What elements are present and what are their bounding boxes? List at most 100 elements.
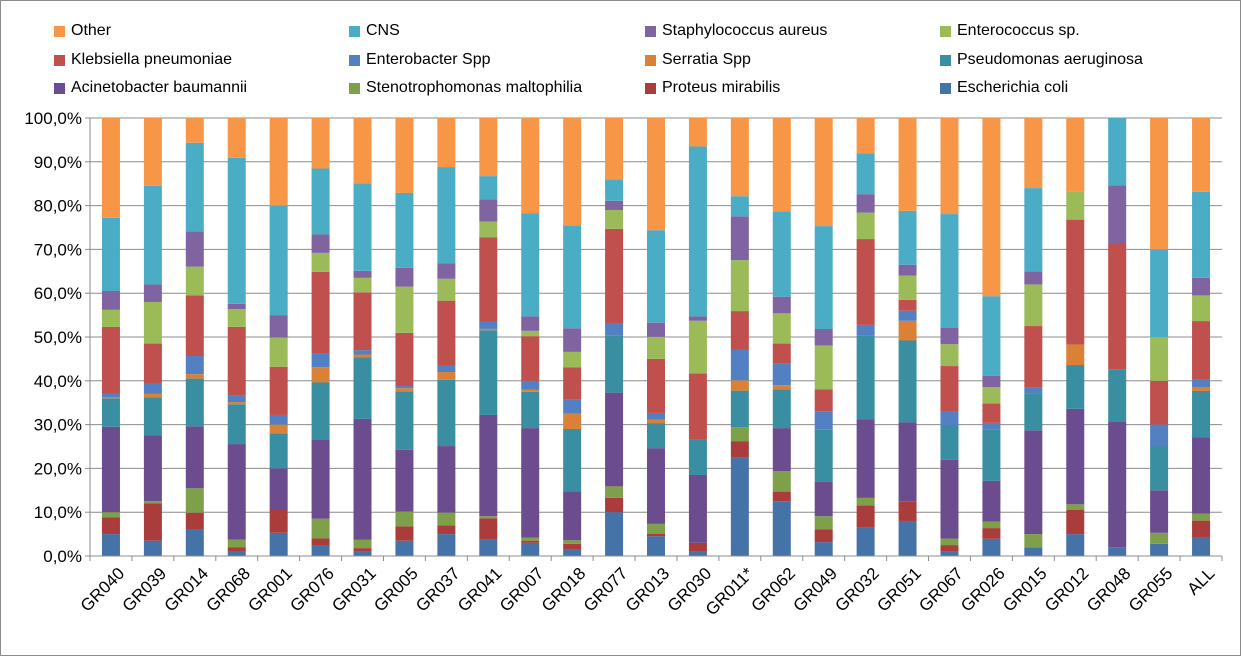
bar-segment [1150,118,1169,250]
legend-item-serratia: Serratia Spp [645,50,751,70]
bar-segment [143,393,162,398]
bar-segment [227,404,246,445]
bar-segment [269,315,288,338]
bar-segment [353,292,372,351]
y-tick-label: 80,0% [34,197,82,216]
bar-segment [605,200,624,210]
bar-segment [1024,534,1043,548]
bar-segment [940,538,959,546]
bar-segment [521,213,540,317]
y-tick-label: 60,0% [34,284,82,303]
x-tick-label: GR001 [244,564,296,616]
bar-segment [898,501,917,521]
bar-segment [647,523,665,534]
bar-segment [688,474,707,543]
y-tick-label: 30,0% [34,416,82,435]
bar-segment [311,545,330,556]
bar-segment [814,118,833,227]
bar-segment [605,209,624,229]
legend-label: Enterobacter Spp [366,51,491,68]
bar-segment [521,537,540,541]
legend-label: Enterococcus sp. [957,22,1080,39]
bar-segment [1192,386,1211,391]
bar-segment [1108,244,1127,370]
bar-segment [605,486,624,498]
x-tick-label: GR039 [119,564,171,616]
bar-segment [898,340,917,423]
legend-swatch [645,82,656,94]
bar-segment [647,358,665,413]
bar-segment [353,183,372,271]
bar-segment [814,329,833,346]
bar-segment [940,118,959,215]
bar-segment [479,176,498,200]
legend-label: Serratia Spp [662,51,751,68]
legend-swatch [940,82,951,94]
bar-segment [269,205,288,316]
bar-segment [940,366,959,412]
bar-segment [898,310,917,321]
x-tick-label: GR077 [580,564,632,616]
legend-swatch [54,82,65,94]
bar-segment [143,185,162,285]
bar-segment [395,267,414,287]
x-tick-label: GR067 [915,564,967,616]
bar-segment [814,529,833,543]
bar-segment [143,501,162,504]
bar-segment [1024,118,1043,189]
bar-segment [982,422,1001,430]
bar-segment [437,365,456,373]
bar-segment [395,449,414,512]
bar-segment [940,411,959,425]
bar-segment [1066,365,1085,409]
bar-segment [856,505,875,528]
bar-segment [395,540,414,556]
bar-segment [814,389,833,412]
bar-segment [227,157,246,304]
bar-segment [772,501,791,556]
bar-segment [101,217,120,292]
bar-segment [1024,547,1043,556]
bar-segment [1066,219,1085,345]
y-tick-labels: 0,0% 10,0% 20,0% 30,0% 40,0% 50,0% 60,0% 70,0% 8… [24,109,82,566]
bar-segment [1150,249,1169,337]
bar-segment [1192,295,1211,322]
bar-segment [730,457,749,556]
bar-segment [143,540,162,556]
bar-segment [437,300,456,366]
bar-segment [940,424,959,460]
bar-segment [898,299,917,311]
bar-segment [395,391,414,450]
bar-segment [1024,430,1043,535]
bar-segment [353,277,372,293]
bar-segment [353,357,372,419]
bar-segment [856,118,875,154]
bar-segment [856,497,875,506]
bar-segment [563,428,582,492]
bar-segment [479,516,498,519]
x-tick-label: GR037 [412,564,464,616]
legend-label: Proteus mirabilis [662,79,781,96]
x-tick-label: GR012 [1041,564,1093,616]
bar-segment [395,386,414,389]
bar-segment [479,221,498,238]
bar-segment [185,356,204,375]
bar-segment [311,168,330,235]
bar-segment [353,350,372,355]
x-tick-label: GR015 [999,564,1051,616]
bar-segment [814,345,833,390]
x-tick-label: GR013 [622,564,674,616]
y-tick-label: 0,0% [43,547,82,566]
bar-segment [227,326,246,396]
bar-segment [353,548,372,552]
bar-segment [563,328,582,352]
bar-segment [898,275,917,300]
bar-segment [1024,393,1043,431]
bar-segment [269,510,288,533]
bar-segment [898,520,917,556]
bar-segment [353,118,372,184]
bar-segment [982,521,1001,529]
bar-segment [730,196,749,217]
bar-segment [269,433,288,469]
bar-segment [437,379,456,447]
